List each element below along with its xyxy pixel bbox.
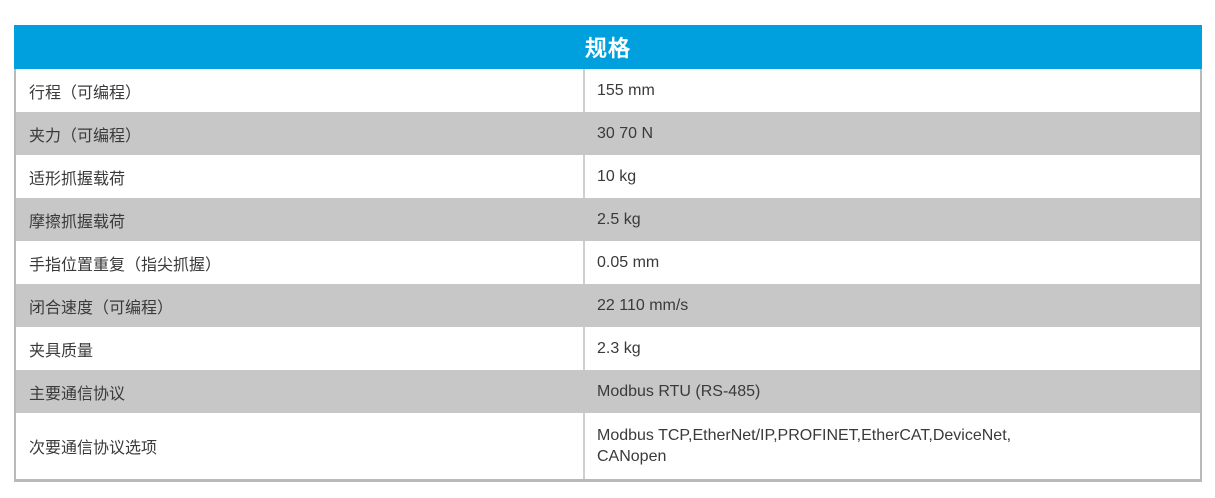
table-row: 闭合速度（可编程） 22 110 mm/s: [16, 284, 1200, 327]
table-row: 夹具质量 2.3 kg: [16, 327, 1200, 370]
spec-value: 30 70 N: [583, 112, 1200, 155]
spec-table-title: 规格: [584, 36, 631, 61]
spec-label: 摩擦抓握载荷: [29, 213, 126, 231]
spec-label: 次要通信协议选项: [29, 440, 158, 457]
table-row: 摩擦抓握载荷 2.5 kg: [16, 198, 1200, 241]
spec-table-header: 规格: [14, 25, 1202, 69]
spec-value: Modbus RTU (RS-485): [583, 370, 1200, 413]
table-row: 手指位置重复（指尖抓握） 0.05 mm: [16, 241, 1200, 284]
spec-label: 夹具质量: [29, 342, 94, 360]
spec-label: 夹力（可编程）: [29, 127, 142, 145]
table-row: 行程（可编程） 155 mm: [16, 69, 1200, 112]
spec-label: 行程（可编程）: [29, 84, 142, 102]
spec-label: 闭合速度（可编程）: [29, 299, 174, 317]
table-row: 适形抓握载荷 10 kg: [16, 155, 1200, 198]
spec-label: 手指位置重复（指尖抓握）: [29, 256, 222, 274]
table-row: 夹力（可编程） 30 70 N: [16, 112, 1200, 155]
spec-value: 0.05 mm: [583, 241, 1200, 284]
spec-value: 22 110 mm/s: [583, 284, 1200, 327]
spec-value: 10 kg: [583, 155, 1200, 198]
spec-table: 规格 行程（可编程） 155 mm 夹力（可编程） 30 70 N 适形抓握载荷…: [14, 25, 1202, 482]
spec-value: 155 mm: [583, 69, 1200, 112]
table-row: 主要通信协议 Modbus RTU (RS-485): [16, 370, 1200, 413]
spec-label: 适形抓握载荷: [29, 170, 126, 188]
table-row: 次要通信协议选项 Modbus TCP,EtherNet/IP,PROFINET…: [16, 413, 1200, 479]
spec-label: 主要通信协议: [29, 385, 126, 403]
spec-value: 2.5 kg: [583, 198, 1200, 241]
spec-value: 2.3 kg: [583, 327, 1200, 370]
spec-value: Modbus TCP,EtherNet/IP,PROFINET,EtherCAT…: [583, 413, 1200, 479]
